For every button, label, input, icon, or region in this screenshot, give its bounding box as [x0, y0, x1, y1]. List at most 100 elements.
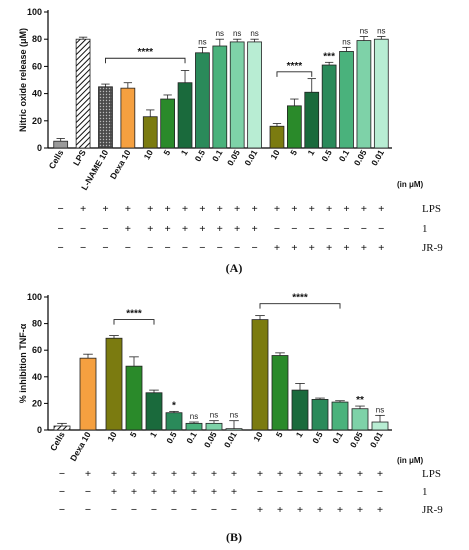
bar	[120, 87, 136, 149]
treatment-mark: −	[80, 223, 86, 235]
treatment-mark: +	[309, 242, 315, 254]
category-label: 1	[179, 148, 190, 157]
treatment-mark: −	[251, 242, 257, 254]
treatment-row-label: LPS	[422, 203, 441, 215]
treatment-row-label: 1	[422, 223, 428, 235]
treatment-mark: +	[274, 242, 280, 254]
treatment-mark: +	[211, 486, 217, 498]
bar	[269, 125, 285, 149]
significance-label: ns	[233, 29, 241, 38]
treatment-mark: −	[291, 223, 297, 235]
treatment-mark: +	[199, 203, 205, 215]
panel-b-chart: 0 20 40 60 80 100 % inhibition TNF-α Cells Dexa …	[18, 292, 443, 544]
treatment-mark: +	[85, 468, 91, 480]
category-label: Dexa 10	[68, 430, 93, 463]
y-tick-label: 20	[32, 116, 42, 126]
treatment-mark: −	[231, 504, 237, 516]
significance-label: ns	[210, 411, 218, 420]
category-label: 0.5	[319, 148, 334, 163]
category-label: 10	[251, 430, 265, 443]
bar	[339, 51, 354, 149]
treatment-mark: −	[277, 486, 283, 498]
treatment-mark: −	[361, 223, 367, 235]
significance-bracket	[105, 57, 186, 64]
significance-label: ns	[377, 26, 385, 35]
significance-label: *	[172, 400, 176, 411]
treatment-row-label: JR-9	[422, 504, 443, 516]
treatment-mark: −	[58, 203, 64, 215]
treatment-mark: −	[326, 223, 332, 235]
unit-note: (in μM)	[397, 180, 424, 189]
treatment-mark: +	[357, 504, 363, 516]
treatment-mark: −	[171, 504, 177, 516]
treatment-mark: −	[337, 486, 343, 498]
treatment-mark: +	[343, 242, 349, 254]
y-tick-label: 100	[27, 7, 42, 17]
treatment-mark: +	[217, 203, 223, 215]
bar	[125, 365, 143, 431]
category-label: 0.05	[352, 148, 369, 168]
bar	[351, 408, 369, 431]
treatment-mark: +	[182, 223, 188, 235]
treatment-mark: −	[274, 223, 280, 235]
treatment-mark: +	[80, 203, 86, 215]
bar	[287, 105, 302, 149]
treatment-mark: −	[191, 504, 197, 516]
significance-bracket	[276, 71, 313, 77]
significance-bracket	[113, 319, 155, 325]
treatment-mark: +	[199, 223, 205, 235]
treatment-mark: +	[231, 468, 237, 480]
bar	[321, 64, 337, 149]
treatment-mark: +	[111, 486, 117, 498]
bar	[225, 428, 243, 431]
treatment-mark: +	[111, 468, 117, 480]
category-label: 0.5	[310, 430, 325, 445]
treatment-mark: −	[85, 504, 91, 516]
bar	[291, 389, 309, 431]
treatment-mark: +	[343, 203, 349, 215]
treatment-mark: +	[151, 486, 157, 498]
treatment-mark: −	[59, 486, 65, 498]
bar	[331, 401, 349, 431]
category-label: 0.05	[202, 430, 219, 450]
category-label: 10	[142, 148, 156, 161]
significance-label: ns	[250, 29, 258, 38]
treatment-mark: +	[102, 203, 108, 215]
bar	[53, 425, 71, 431]
category-label: 1	[305, 148, 316, 157]
category-label: Cells	[47, 148, 66, 171]
treatment-mark: +	[231, 486, 237, 498]
treatment-mark: +	[125, 203, 131, 215]
treatment-mark: −	[343, 223, 349, 235]
treatment-mark: −	[182, 242, 188, 254]
bar	[371, 421, 389, 431]
bar	[205, 422, 223, 431]
significance-label: ns	[342, 37, 350, 46]
treatment-mark: +	[378, 203, 384, 215]
treatment-mark: −	[297, 486, 303, 498]
treatment-mark: −	[309, 223, 315, 235]
treatment-mark: +	[164, 223, 170, 235]
category-label: 1	[148, 430, 159, 439]
y-tick-label: 80	[32, 34, 42, 44]
category-label: 0.5	[164, 430, 179, 445]
treatment-mark: +	[182, 203, 188, 215]
category-label: 1	[294, 430, 305, 439]
treatment-mark: −	[199, 242, 205, 254]
treatment-mark: +	[277, 504, 283, 516]
treatment-mark: +	[326, 203, 332, 215]
treatment-mark: +	[277, 468, 283, 480]
treatment-mark: +	[337, 504, 343, 516]
y-tick-label: 80	[32, 319, 42, 329]
treatment-mark: +	[171, 486, 177, 498]
treatment-mark: +	[326, 242, 332, 254]
treatment-mark: −	[58, 242, 64, 254]
treatment-mark: −	[59, 504, 65, 516]
category-label: 0.05	[225, 148, 242, 168]
treatment-mark: +	[147, 223, 153, 235]
bracket-label: ****	[287, 61, 303, 72]
significance-label: ***	[323, 51, 335, 62]
bar	[53, 140, 69, 149]
treatment-mark: +	[131, 486, 137, 498]
